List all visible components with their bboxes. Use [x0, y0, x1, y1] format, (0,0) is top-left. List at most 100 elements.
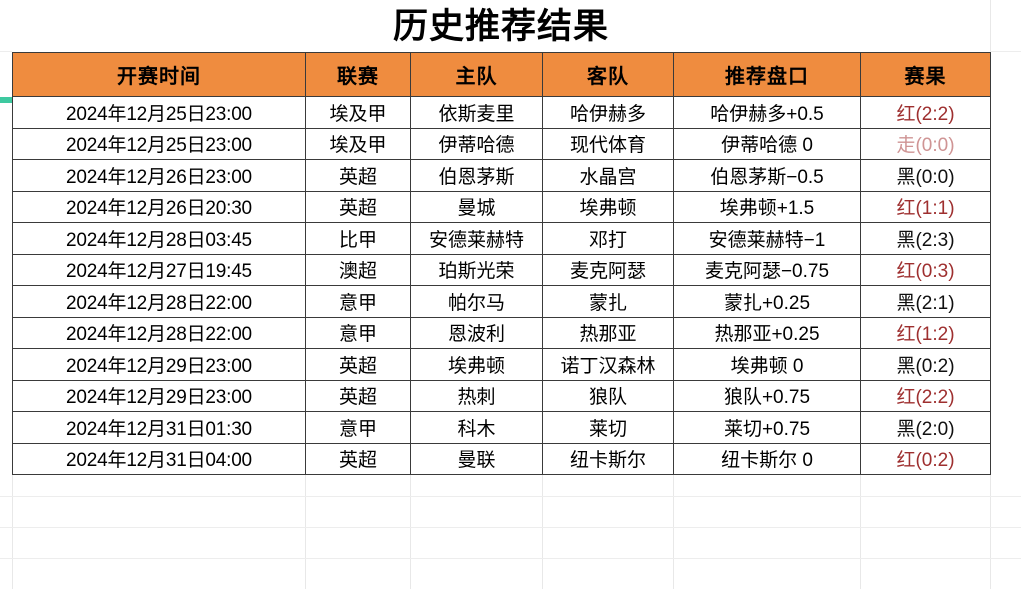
- cell-home[interactable]: 科木: [410, 411, 543, 444]
- header-row: 开赛时间 联赛 主队 客队 推荐盘口 赛果: [12, 52, 991, 97]
- table-row[interactable]: 2024年12月28日22:00 意甲 恩波利 热那亚 热那亚+0.25 红(1:2): [12, 316, 991, 349]
- cell-home[interactable]: 恩波利: [410, 316, 543, 349]
- cell-pick[interactable]: 伯恩茅斯−0.5: [673, 159, 861, 192]
- cell-league[interactable]: 澳超: [305, 253, 411, 286]
- cell-league[interactable]: 意甲: [305, 316, 411, 349]
- cell-away[interactable]: 蒙扎: [542, 285, 674, 318]
- table-row[interactable]: 2024年12月27日19:45 澳超 珀斯光荣 麦克阿瑟 麦克阿瑟−0.75 红(0:3…: [12, 253, 991, 286]
- results-table: 开赛时间 联赛 主队 客队 推荐盘口 赛果 2024年12月25日23:00 埃及…: [12, 52, 991, 475]
- table-row[interactable]: 2024年12月25日23:00 埃及甲 伊蒂哈德 现代体育 伊蒂哈德 0 走(0:0): [12, 127, 991, 160]
- table-row[interactable]: 2024年12月31日01:30 意甲 科木 莱切 莱切+0.75 黑(2:0): [12, 411, 991, 444]
- cell-home[interactable]: 珀斯光荣: [410, 253, 543, 286]
- cell-league[interactable]: 英超: [305, 159, 411, 192]
- cell-league[interactable]: 埃及甲: [305, 127, 411, 160]
- cell-result[interactable]: 红(1:1): [860, 190, 991, 223]
- cell-home[interactable]: 热刺: [410, 379, 543, 412]
- cell-away[interactable]: 现代体育: [542, 127, 674, 160]
- cell-result[interactable]: 黑(2:3): [860, 222, 991, 255]
- cell-league[interactable]: 英超: [305, 190, 411, 223]
- cell-away[interactable]: 纽卡斯尔: [542, 442, 674, 475]
- grid-row-line: [0, 496, 1021, 497]
- cell-time[interactable]: 2024年12月29日23:00: [12, 379, 306, 412]
- cell-league[interactable]: 意甲: [305, 411, 411, 444]
- cell-home[interactable]: 依斯麦里: [410, 96, 543, 129]
- cell-league[interactable]: 意甲: [305, 285, 411, 318]
- cell-time[interactable]: 2024年12月28日22:00: [12, 285, 306, 318]
- cell-result[interactable]: 黑(2:0): [860, 411, 991, 444]
- cell-away[interactable]: 热那亚: [542, 316, 674, 349]
- cell-home[interactable]: 帕尔马: [410, 285, 543, 318]
- cell-home[interactable]: 埃弗顿: [410, 348, 543, 381]
- cell-away[interactable]: 狼队: [542, 379, 674, 412]
- cell-league[interactable]: 比甲: [305, 222, 411, 255]
- cell-away[interactable]: 邓打: [542, 222, 674, 255]
- cell-time[interactable]: 2024年12月31日04:00: [12, 442, 306, 475]
- cell-time[interactable]: 2024年12月27日19:45: [12, 253, 306, 286]
- table-row[interactable]: 2024年12月29日23:00 英超 热刺 狼队 狼队+0.75 红(2:2): [12, 379, 991, 412]
- cell-time[interactable]: 2024年12月26日23:00: [12, 159, 306, 192]
- cell-away[interactable]: 莱切: [542, 411, 674, 444]
- cell-result[interactable]: 黑(2:1): [860, 285, 991, 318]
- cell-result[interactable]: 黑(0:0): [860, 159, 991, 192]
- cell-pick[interactable]: 莱切+0.75: [673, 411, 861, 444]
- column-header-result[interactable]: 赛果: [860, 52, 991, 97]
- cell-league[interactable]: 埃及甲: [305, 96, 411, 129]
- cell-home[interactable]: 曼联: [410, 442, 543, 475]
- column-header-league[interactable]: 联赛: [305, 52, 411, 97]
- cell-home[interactable]: 曼城: [410, 190, 543, 223]
- cell-away[interactable]: 哈伊赫多: [542, 96, 674, 129]
- cell-result[interactable]: 红(0:3): [860, 253, 991, 286]
- cell-result[interactable]: 走(0:0): [860, 127, 991, 160]
- cell-time[interactable]: 2024年12月28日03:45: [12, 222, 306, 255]
- table-row[interactable]: 2024年12月26日23:00 英超 伯恩茅斯 水晶宫 伯恩茅斯−0.5 黑(0:0): [12, 159, 991, 192]
- table-row[interactable]: 2024年12月28日22:00 意甲 帕尔马 蒙扎 蒙扎+0.25 黑(2:1): [12, 285, 991, 318]
- cell-time[interactable]: 2024年12月31日01:30: [12, 411, 306, 444]
- grid-row-line: [0, 527, 1021, 528]
- cell-result[interactable]: 红(0:2): [860, 442, 991, 475]
- table-row[interactable]: 2024年12月25日23:00 埃及甲 依斯麦里 哈伊赫多 哈伊赫多+0.5 红(2:2…: [12, 96, 991, 129]
- cell-pick[interactable]: 埃弗顿+1.5: [673, 190, 861, 223]
- column-header-away[interactable]: 客队: [542, 52, 674, 97]
- table-row[interactable]: 2024年12月28日03:45 比甲 安德莱赫特 邓打 安德莱赫特−1 黑(2:3): [12, 222, 991, 255]
- cell-pick[interactable]: 蒙扎+0.25: [673, 285, 861, 318]
- cell-league[interactable]: 英超: [305, 379, 411, 412]
- cell-result[interactable]: 红(2:2): [860, 96, 991, 129]
- sheet-title-cell[interactable]: 历史推荐结果: [12, 0, 990, 52]
- cell-pick[interactable]: 热那亚+0.25: [673, 316, 861, 349]
- cell-home[interactable]: 伯恩茅斯: [410, 159, 543, 192]
- cell-time[interactable]: 2024年12月28日22:00: [12, 316, 306, 349]
- cell-pick[interactable]: 麦克阿瑟−0.75: [673, 253, 861, 286]
- cell-pick[interactable]: 狼队+0.75: [673, 379, 861, 412]
- cell-time[interactable]: 2024年12月29日23:00: [12, 348, 306, 381]
- table-header: 开赛时间 联赛 主队 客队 推荐盘口 赛果: [12, 52, 991, 97]
- cell-away[interactable]: 埃弗顿: [542, 190, 674, 223]
- cell-league[interactable]: 英超: [305, 442, 411, 475]
- page-title: 历史推荐结果: [392, 6, 609, 46]
- cell-away[interactable]: 麦克阿瑟: [542, 253, 674, 286]
- table-row[interactable]: 2024年12月26日20:30 英超 曼城 埃弗顿 埃弗顿+1.5 红(1:1): [12, 190, 991, 223]
- table-row[interactable]: 2024年12月29日23:00 英超 埃弗顿 诺丁汉森林 埃弗顿 0 黑(0:2): [12, 348, 991, 381]
- table-row[interactable]: 2024年12月31日04:00 英超 曼联 纽卡斯尔 纽卡斯尔 0 红(0:2): [12, 442, 991, 475]
- cell-pick[interactable]: 哈伊赫多+0.5: [673, 96, 861, 129]
- cell-result[interactable]: 红(2:2): [860, 379, 991, 412]
- column-header-time[interactable]: 开赛时间: [12, 52, 306, 97]
- cell-pick[interactable]: 安德莱赫特−1: [673, 222, 861, 255]
- column-header-home[interactable]: 主队: [410, 52, 543, 97]
- cell-result[interactable]: 黑(0:2): [860, 348, 991, 381]
- cell-away[interactable]: 诺丁汉森林: [542, 348, 674, 381]
- cell-time[interactable]: 2024年12月26日20:30: [12, 190, 306, 223]
- column-header-pick[interactable]: 推荐盘口: [673, 52, 861, 97]
- cell-away[interactable]: 水晶宫: [542, 159, 674, 192]
- row-selection-marker: [0, 97, 13, 103]
- cell-time[interactable]: 2024年12月25日23:00: [12, 96, 306, 129]
- cell-result[interactable]: 红(1:2): [860, 316, 991, 349]
- cell-time[interactable]: 2024年12月25日23:00: [12, 127, 306, 160]
- cell-home[interactable]: 伊蒂哈德: [410, 127, 543, 160]
- results-table-wrapper: 开赛时间 联赛 主队 客队 推荐盘口 赛果 2024年12月25日23:00 埃及…: [12, 52, 991, 475]
- cell-home[interactable]: 安德莱赫特: [410, 222, 543, 255]
- cell-pick[interactable]: 纽卡斯尔 0: [673, 442, 861, 475]
- cell-pick[interactable]: 伊蒂哈德 0: [673, 127, 861, 160]
- cell-league[interactable]: 英超: [305, 348, 411, 381]
- cell-pick[interactable]: 埃弗顿 0: [673, 348, 861, 381]
